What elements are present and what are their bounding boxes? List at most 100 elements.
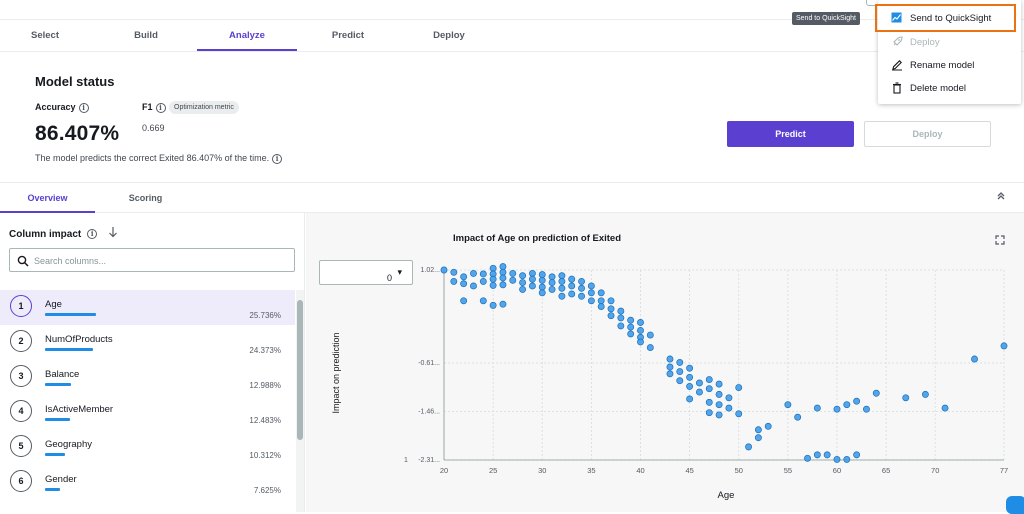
data-point [558, 284, 566, 292]
accuracy-label-text: Accuracy [35, 102, 76, 112]
sort-arrow-icon[interactable] [108, 226, 118, 241]
class-select-value: 0 ▾ [386, 267, 402, 283]
data-point [833, 455, 841, 463]
data-point [538, 271, 546, 279]
tab-deploy[interactable]: Deploy [433, 30, 465, 41]
data-point [813, 451, 821, 459]
data-point [479, 297, 487, 305]
data-point [646, 331, 654, 339]
chat-icon[interactable] [1006, 496, 1024, 514]
data-point [646, 344, 654, 352]
data-point [971, 355, 978, 363]
deploy-button[interactable]: Deploy [864, 121, 991, 147]
scrollbar-thumb[interactable] [297, 300, 303, 440]
collapse-icon[interactable] [996, 191, 1006, 204]
column-name: Gender [45, 474, 77, 485]
impact-percent: 7.625% [253, 486, 281, 495]
x-tick-label: 55 [784, 466, 792, 475]
model-actions-menu: Send to QuickSight Deploy Rename model D… [875, 0, 1021, 104]
model-description-text: The model predicts the correct Exited 86… [35, 153, 270, 163]
column-impact-title-text: Column impact [9, 229, 82, 240]
info-icon[interactable]: i [87, 229, 98, 240]
data-point [450, 268, 458, 276]
column-name: Age [45, 299, 62, 310]
menu-item-label: Delete model [910, 83, 966, 94]
data-point [479, 277, 487, 285]
rank-badge: 3 [10, 365, 32, 387]
y-tick-label: -1.46... [418, 409, 440, 416]
data-point [548, 285, 556, 293]
data-point [460, 297, 468, 305]
menu-item-deploy[interactable]: Deploy [878, 32, 1021, 54]
data-point [941, 404, 949, 412]
analysis-tabs: Overview Scoring [0, 182, 1024, 213]
y-axis-label: Impact on prediction [331, 332, 341, 413]
data-point [578, 292, 585, 300]
x-tick-label: 30 [538, 466, 546, 475]
data-point [519, 285, 527, 293]
menu-item-send-to-quicksight[interactable]: Send to QuickSight [875, 4, 1016, 32]
data-point [637, 319, 644, 326]
predict-button[interactable]: Predict [727, 121, 854, 147]
list-item[interactable]: 6 Gender 7.625% [0, 465, 295, 500]
data-point [823, 451, 831, 459]
data-point [499, 263, 507, 271]
menu-item-delete-model[interactable]: Delete model [878, 78, 1021, 100]
tab-scoring[interactable]: Scoring [128, 193, 163, 203]
data-point [921, 390, 929, 398]
data-point [558, 272, 566, 280]
column-search [9, 248, 295, 272]
scatter-chart: 20 25 30 35 40 45 50 55 60 65 70 77 1.02... -0.61... -… [331, 263, 1008, 501]
impact-percent: 24.373% [249, 346, 281, 355]
data-point [666, 363, 674, 371]
class-select[interactable]: 0 ▾ [319, 260, 413, 285]
data-point [607, 305, 615, 313]
tab-build[interactable]: Build [134, 30, 158, 41]
info-icon[interactable]: i [272, 153, 283, 164]
x-tick-label: 77 [1000, 466, 1008, 475]
y-tick-label: -0.61... [418, 360, 440, 367]
chart-title: Impact of Age on prediction of Exited [453, 233, 622, 244]
list-item[interactable]: 2 NumOfProducts 24.373% [0, 325, 295, 360]
f1-label: F1 i [142, 102, 166, 113]
data-point [509, 269, 517, 277]
search-icon [17, 254, 29, 272]
list-item[interactable]: 3 Balance 12.988% [0, 360, 295, 395]
info-icon[interactable]: i [155, 102, 166, 113]
rank-badge: 2 [10, 330, 32, 352]
data-point [578, 277, 585, 285]
data-point [568, 275, 576, 283]
info-icon[interactable]: i [78, 102, 89, 113]
data-point [538, 283, 546, 291]
tab-overview[interactable]: Overview [0, 183, 95, 213]
scrollbar[interactable] [296, 290, 304, 512]
quicksight-icon [891, 12, 902, 26]
list-item[interactable]: 1 Age 25.736% [0, 290, 295, 325]
column-name: Balance [45, 369, 80, 380]
x-axis-label: Age [718, 490, 735, 501]
data-point [617, 314, 625, 322]
expand-icon[interactable] [995, 232, 1005, 250]
data-point [794, 413, 802, 421]
data-point [705, 398, 713, 406]
tab-select[interactable]: Select [31, 30, 59, 41]
column-name: NumOfProducts [45, 334, 113, 345]
data-point [715, 390, 723, 398]
tab-analyze[interactable]: Analyze [197, 20, 297, 51]
pencil-icon [891, 59, 903, 74]
data-point [735, 410, 743, 418]
chart-panel: Impact of Age on prediction of Exited 0 … [306, 213, 1024, 512]
data-point [705, 385, 713, 393]
search-input[interactable] [34, 253, 284, 268]
x-tick-label: 40 [636, 466, 644, 475]
list-item[interactable]: 5 Geography 10.312% [0, 430, 295, 465]
accuracy-value: 86.407% [35, 122, 120, 145]
data-point [676, 377, 684, 385]
data-point [695, 388, 703, 396]
list-item[interactable]: 4 IsActiveMember 12.483% [0, 395, 295, 430]
x-tick-label: 25 [489, 466, 497, 475]
menu-item-rename-model[interactable]: Rename model [878, 55, 1021, 77]
tab-predict[interactable]: Predict [331, 30, 365, 41]
data-point [705, 376, 713, 383]
x-tick-label: 60 [833, 466, 841, 475]
